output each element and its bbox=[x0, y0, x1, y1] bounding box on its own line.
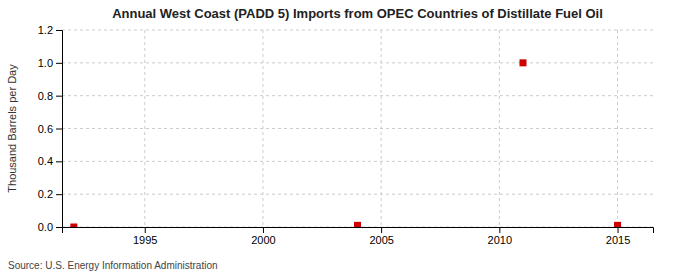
points bbox=[70, 59, 621, 227]
y-tick: 0.6 bbox=[38, 123, 62, 135]
y-tick-label: 0.0 bbox=[38, 221, 53, 233]
grid-line-x bbox=[262, 30, 263, 227]
x-tick: 2015 bbox=[606, 227, 630, 246]
point bbox=[614, 222, 621, 227]
y-tick: 0.4 bbox=[38, 155, 62, 167]
x-tick: 2005 bbox=[369, 227, 393, 246]
y-tick-label: 0.4 bbox=[38, 155, 53, 167]
grid-line-y bbox=[62, 62, 653, 63]
x-tick: 2000 bbox=[251, 227, 275, 246]
y-tick-label: 0.6 bbox=[38, 123, 53, 135]
y-tick-label: 1.2 bbox=[38, 24, 53, 36]
point bbox=[519, 59, 526, 66]
y-tick-mark bbox=[56, 227, 62, 228]
y-axis: 0.0 0.2 0.4 0.6 0.8 1.0 1.2 bbox=[38, 24, 63, 233]
x-tick-label: 2000 bbox=[251, 234, 275, 246]
y-tick-mark bbox=[56, 161, 62, 162]
x-tick-label: 2010 bbox=[488, 234, 512, 246]
y-tick: 0.8 bbox=[38, 90, 62, 102]
y-tick: 0.2 bbox=[38, 188, 62, 200]
x-tick-label: 1995 bbox=[133, 234, 157, 246]
y-tick-mark bbox=[56, 194, 62, 195]
x-tick-mark bbox=[263, 227, 264, 233]
grid-line-x bbox=[617, 30, 618, 227]
y-tick-mark bbox=[56, 129, 62, 130]
point bbox=[70, 224, 77, 228]
x-tick-label: 2005 bbox=[369, 234, 393, 246]
x-tick-label: 2015 bbox=[606, 234, 630, 246]
y-tick-label: 1.0 bbox=[38, 57, 53, 69]
grid-line-y bbox=[62, 161, 653, 162]
y-tick: 1.0 bbox=[38, 57, 62, 69]
point bbox=[354, 222, 361, 227]
y-axis-line bbox=[56, 31, 63, 228]
y-tick-mark bbox=[56, 96, 62, 97]
grid-line-y bbox=[62, 128, 653, 129]
grid bbox=[62, 30, 653, 227]
grid-line-y bbox=[62, 95, 653, 96]
x-tick-mark bbox=[618, 227, 619, 233]
plot: 1995 2000 2005 2010 2015 0.0 0.2 0.4 0.6 0.8 1.0 1.… bbox=[38, 24, 654, 246]
chart: 1995 2000 2005 2010 2015 0.0 0.2 0.4 0.6 0.8 1.0 1.… bbox=[0, 0, 675, 275]
grid-line-y bbox=[62, 30, 653, 31]
y-tick-mark bbox=[56, 63, 62, 64]
y-tick-label: 0.2 bbox=[38, 188, 53, 200]
x-axis-line bbox=[63, 228, 654, 234]
y-axis-title: Thousand Barrels per Day bbox=[6, 64, 18, 193]
source-note: Source: U.S. Energy Information Administ… bbox=[8, 260, 218, 271]
y-tick-label: 0.8 bbox=[38, 90, 53, 102]
x-tick: 1995 bbox=[133, 227, 157, 246]
x-tick: 2010 bbox=[488, 227, 512, 246]
x-tick-mark bbox=[499, 227, 500, 233]
grid-line-x bbox=[381, 30, 382, 227]
x-axis: 1995 2000 2005 2010 2015 bbox=[63, 227, 654, 246]
grid-line-x bbox=[499, 30, 500, 227]
x-tick-mark bbox=[381, 227, 382, 233]
grid-line-y bbox=[62, 194, 653, 195]
title: Annual West Coast (PADD 5) Imports from … bbox=[112, 6, 603, 21]
grid-line-x bbox=[144, 30, 145, 227]
y-tick-mark bbox=[56, 30, 62, 31]
y-tick: 1.2 bbox=[38, 24, 62, 36]
x-tick-mark bbox=[145, 227, 146, 233]
y-tick: 0.0 bbox=[38, 221, 62, 233]
